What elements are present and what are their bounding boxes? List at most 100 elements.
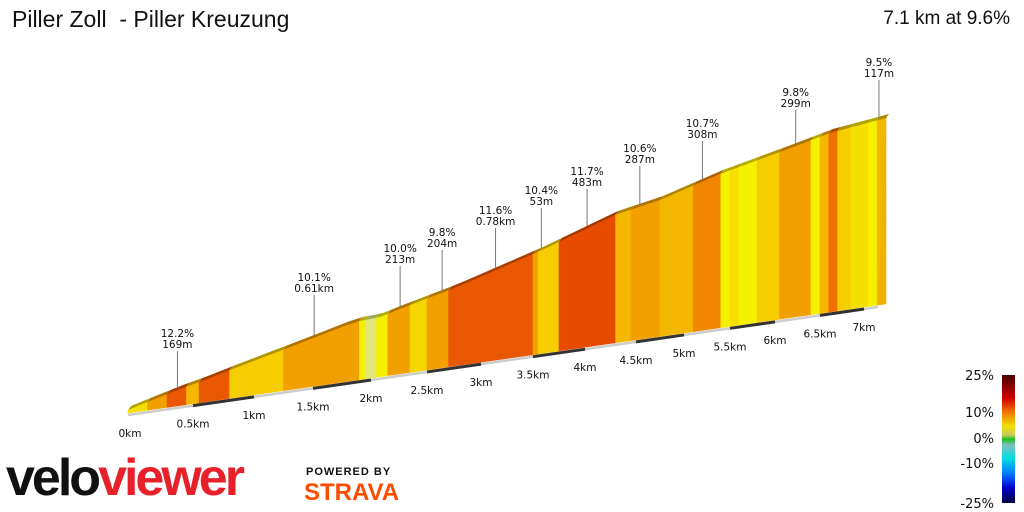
profile-segment — [868, 119, 878, 307]
profile-segment-top — [365, 313, 380, 320]
profile-segment-top — [828, 126, 841, 134]
profile-segment-top — [779, 136, 814, 153]
profile-segment — [692, 173, 722, 332]
profile-segment-top — [730, 163, 742, 171]
profile-segment-top — [376, 309, 391, 318]
x-tick-label: 2km — [360, 393, 383, 405]
profile-segment-top — [757, 148, 783, 161]
x-tick-label: 1.5km — [296, 401, 329, 413]
profile-segment — [810, 136, 821, 315]
profile-segment — [756, 151, 780, 323]
profile-segment — [659, 185, 694, 337]
profile-segment — [229, 349, 284, 399]
profile-segment-top — [693, 169, 724, 186]
profile-segment — [376, 313, 389, 378]
annotation-grade: 10.1% — [297, 272, 330, 284]
x-tick-label: 0km — [119, 428, 142, 440]
profile-segment-top — [660, 181, 697, 200]
profile-segment — [729, 166, 740, 327]
x-tick-label: 6.5km — [803, 328, 836, 340]
profile-segment-top — [167, 382, 190, 395]
climb-summary: 7.1 km at 9.6% — [883, 8, 1010, 29]
x-tick-label: 2.5km — [410, 385, 443, 397]
profile-segment-top — [427, 286, 452, 299]
profile-segment-top — [820, 129, 832, 137]
legend-label: 25% — [965, 369, 994, 384]
annotation-grade: 9.8% — [429, 227, 456, 239]
logo-text: velo — [6, 449, 101, 507]
annotation-grade: 10.7% — [686, 118, 719, 130]
legend-label: 0% — [973, 432, 994, 447]
profile-segments — [127, 114, 889, 414]
profile-segment — [779, 139, 812, 320]
annotation-grade: 9.5% — [866, 57, 893, 69]
axis-tick-band — [635, 333, 685, 344]
annotation-length: 0.78km — [476, 216, 516, 228]
annotation-grade: 12.2% — [161, 328, 194, 340]
profile-segment-top — [533, 247, 542, 255]
annotation-grade: 10.4% — [525, 185, 558, 197]
axis-tick-band — [729, 320, 776, 330]
axis-tick-band — [192, 395, 255, 408]
profile-segment-top — [410, 294, 430, 306]
profile-segment — [283, 320, 360, 391]
x-tick-label: 5km — [673, 348, 696, 360]
legend-label: -10% — [960, 457, 994, 472]
x-tick-label: 3.5km — [516, 370, 549, 382]
axis-tick-band — [312, 378, 372, 390]
annotation-length: 53m — [530, 196, 554, 208]
annotation-length: 117m — [864, 68, 894, 80]
annotation-length: 204m — [427, 238, 457, 250]
strava-logo[interactable]: STRAVA — [304, 479, 400, 506]
profile-segment — [828, 130, 838, 313]
annotation-grade: 10.0% — [383, 243, 416, 255]
profile-segment-top — [877, 114, 889, 121]
annotation-length: 0.61km — [294, 283, 334, 295]
annotation-length: 169m — [162, 339, 192, 351]
x-tick-label: 0.5km — [176, 419, 209, 431]
climb-annotations: 12.2%169m 10.1%0.61km 10.0%213m 9.8%204m 11.… — [161, 57, 894, 389]
x-tick-label: 4.5km — [619, 355, 652, 367]
x-tick-label: 1km — [243, 410, 266, 422]
legend-label: -25% — [960, 497, 994, 512]
profile-segment-top — [630, 196, 663, 210]
profile-segment — [738, 160, 758, 326]
profile-segment — [364, 317, 377, 380]
profile-segment — [409, 298, 428, 373]
annotation-grade: 10.6% — [623, 143, 656, 155]
profile-segment-top — [615, 205, 634, 215]
annotation-length: 483m — [572, 177, 602, 189]
profile-segment — [198, 369, 230, 404]
profile-segment-top — [559, 210, 619, 242]
legend-color-bar — [1002, 375, 1015, 503]
annotation-grade: 11.7% — [570, 166, 603, 178]
x-tick-label: 5.5km — [713, 341, 746, 353]
profile-segment-top — [720, 166, 733, 174]
profile-segment — [426, 289, 449, 371]
axis-tick-band — [426, 362, 482, 374]
profile-segment — [532, 251, 539, 356]
axis-tick-band — [819, 307, 865, 317]
annotation-grade: 11.6% — [479, 205, 512, 217]
profile-segment-top — [868, 116, 881, 123]
profile-segment-top — [811, 132, 823, 141]
annotation-length: 287m — [625, 154, 655, 166]
logo-text: viewer — [98, 449, 245, 507]
gradient-legend: 25% 10% 0% -10% -25% — [960, 369, 1015, 512]
distance-axis: 0km 0.5km 1km 1.5km 2km 2.5km 3km 3.5km 4km 4.5km… — [119, 305, 879, 440]
annotation-length: 213m — [385, 254, 415, 266]
profile-segment-top — [739, 156, 760, 168]
veloviewer-logo[interactable]: veloviewer — [6, 448, 245, 508]
profile-end-face — [878, 118, 886, 305]
profile-segment-top — [448, 250, 536, 291]
x-tick-label: 4km — [574, 362, 597, 374]
profile-segment-top — [359, 315, 369, 322]
profile-segment — [837, 127, 852, 312]
page-title: Piller Zoll - Piller Kreuzung — [12, 6, 290, 32]
profile-segment-top — [199, 366, 233, 383]
profile-segment-top — [850, 118, 872, 128]
annotation-length: 299m — [781, 98, 811, 110]
profile-segment — [630, 199, 661, 341]
profile-segment — [387, 304, 411, 376]
